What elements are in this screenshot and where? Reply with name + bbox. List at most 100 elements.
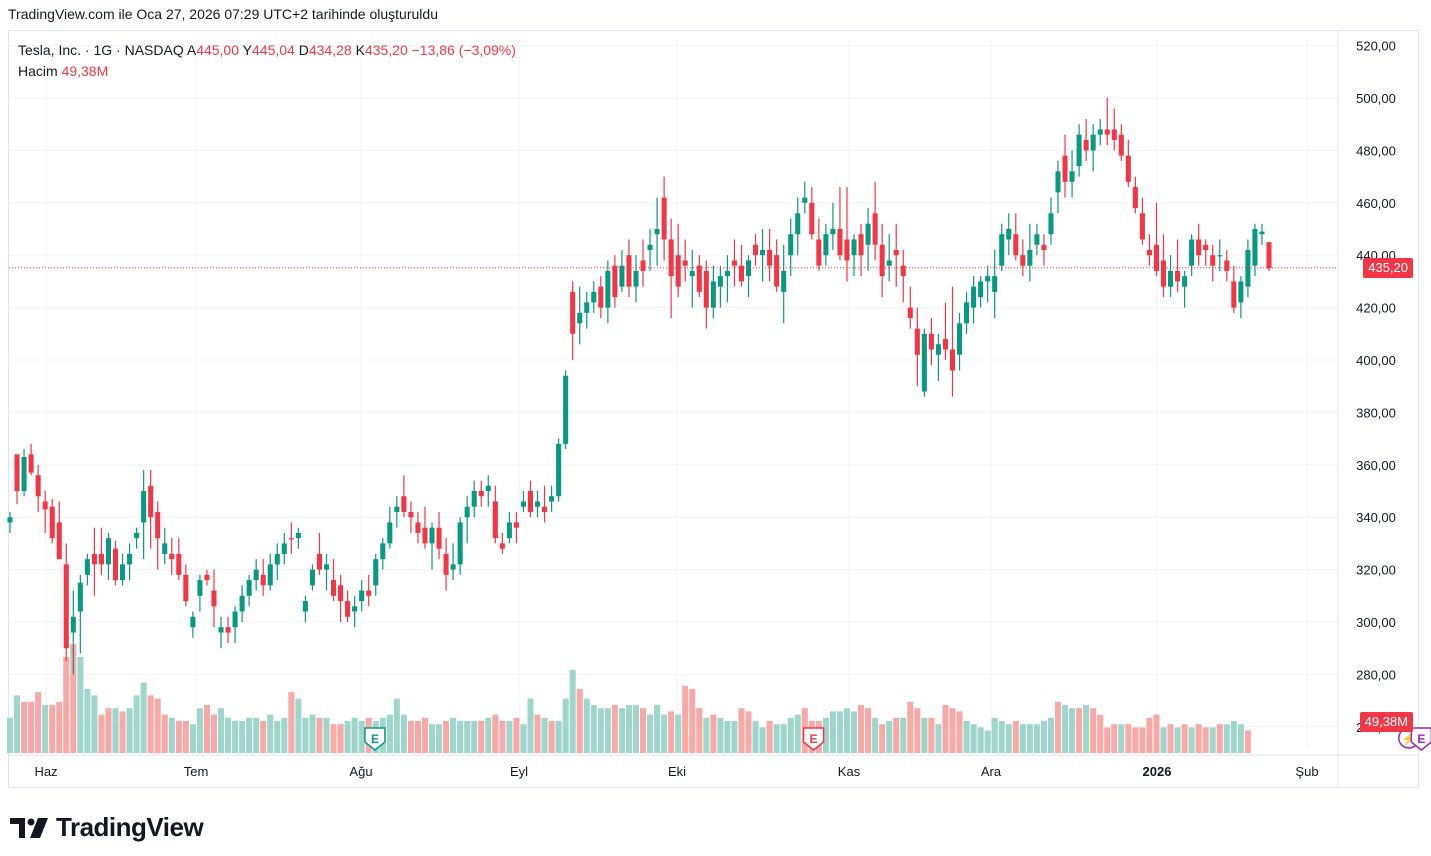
x-tick-label: Kas	[838, 764, 861, 779]
volume-bar	[358, 721, 365, 753]
candle-body	[471, 491, 477, 507]
volume-bar	[1153, 714, 1160, 753]
candle-body	[1013, 234, 1019, 256]
volume-bar	[780, 724, 787, 753]
candle-body	[1224, 260, 1230, 271]
candle-body	[1083, 139, 1089, 151]
volume-bar	[400, 714, 407, 753]
candle-body	[274, 553, 280, 565]
candle-body	[492, 501, 498, 539]
candle-body	[35, 475, 41, 497]
candle-body	[823, 234, 829, 256]
volume-bar	[541, 717, 548, 753]
change-value: −13,86 (−3,09%)	[411, 42, 516, 58]
candle-body	[703, 270, 709, 308]
candle-body	[127, 553, 133, 565]
candle-body	[549, 496, 555, 502]
candle-body	[77, 582, 83, 612]
volume-bar	[759, 727, 766, 753]
candle-body	[288, 538, 294, 540]
y-tick-label: 380,00	[1356, 405, 1396, 420]
high-value: 445,04	[252, 42, 295, 58]
candle-body	[309, 569, 315, 586]
candle-body	[647, 244, 653, 250]
candle-body	[190, 616, 196, 628]
volume-bar	[1111, 724, 1118, 753]
volume-bar	[773, 724, 780, 753]
candle-body	[443, 553, 449, 575]
x-tick-label: 2026	[1143, 764, 1172, 779]
volume-bar	[1139, 727, 1146, 753]
candle-body	[63, 564, 69, 649]
candle-body	[450, 564, 456, 570]
tradingview-logo-icon	[10, 817, 48, 838]
x-tick-label: Tem	[184, 764, 209, 779]
volume-bar	[675, 714, 682, 753]
volume-bar	[70, 644, 77, 753]
candle-body	[98, 553, 104, 565]
candle-body	[1118, 134, 1124, 156]
candle-body	[1027, 249, 1033, 266]
volume-bar	[562, 698, 569, 753]
volume-bar	[907, 701, 914, 753]
volume-bar	[984, 730, 991, 753]
candle-body	[352, 606, 358, 612]
candle-body	[1167, 270, 1174, 287]
candle-body	[1217, 255, 1223, 257]
volume-label[interactable]: Hacim	[18, 63, 58, 79]
candle-body	[49, 506, 55, 539]
volume-bar	[590, 705, 597, 753]
candle-body	[7, 517, 13, 523]
candle-body	[239, 595, 245, 612]
candle-body	[134, 532, 140, 539]
volume-bar	[260, 721, 267, 753]
candle-body	[120, 564, 126, 581]
candle-body	[527, 491, 534, 512]
open-label: A	[186, 42, 197, 58]
candle-body	[893, 249, 899, 256]
volume-bar	[745, 711, 752, 753]
volume-bar	[1174, 727, 1181, 753]
candle-body	[1125, 155, 1131, 182]
candle-body	[359, 590, 365, 602]
volume-bar	[682, 685, 689, 753]
candle-body	[731, 260, 737, 266]
volume-bar	[668, 711, 675, 753]
volume-bar	[822, 717, 829, 753]
candle-body	[921, 333, 927, 392]
volume-bar	[161, 714, 168, 753]
volume-bar	[506, 721, 513, 753]
candle-body	[781, 270, 787, 292]
candle-body	[415, 522, 421, 533]
volume-bar	[421, 717, 429, 753]
volume-bar	[140, 682, 147, 753]
volume-bar	[386, 714, 393, 753]
volume-bar	[1118, 724, 1125, 753]
volume-bar	[288, 692, 295, 753]
candle-body	[570, 291, 576, 334]
y-tick-label: 480,00	[1356, 143, 1396, 158]
volume-bar	[548, 721, 555, 753]
earnings-marker-label: E	[1417, 732, 1425, 746]
symbol-label[interactable]: Tesla, Inc. · 1G · NASDAQ	[18, 42, 184, 58]
candle-body	[225, 627, 231, 633]
candle-body	[865, 223, 871, 245]
candle-body	[197, 580, 203, 596]
volume-bar	[168, 717, 175, 753]
y-tick-label: 360,00	[1356, 458, 1396, 473]
volume-bar	[478, 721, 485, 753]
candle-body	[422, 527, 428, 544]
candle-body	[1048, 213, 1054, 235]
volume-bar	[1047, 717, 1054, 753]
x-tick-label: Ağu	[349, 764, 372, 779]
candle-body	[978, 281, 984, 298]
volume-bar	[689, 689, 696, 753]
volume-bar	[1061, 705, 1069, 753]
volume-bar	[1033, 724, 1040, 753]
candle-body	[788, 234, 794, 256]
volume-bar	[189, 724, 196, 753]
tradingview-logo[interactable]: TradingView	[10, 812, 204, 843]
candle-body	[774, 255, 780, 287]
candle-body	[176, 553, 182, 575]
